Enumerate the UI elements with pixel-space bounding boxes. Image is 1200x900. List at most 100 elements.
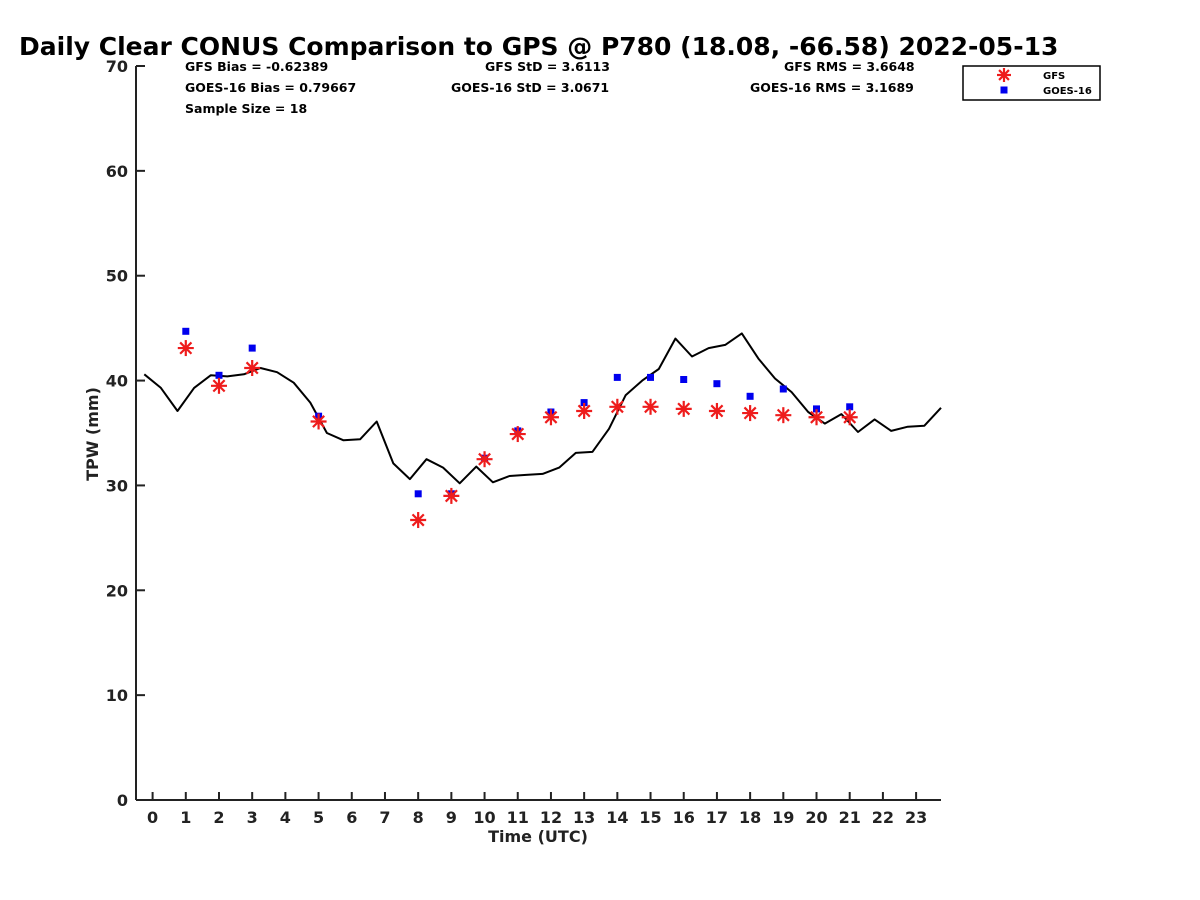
goes-bias-stat: GOES-16 Bias = 0.79667 (185, 80, 356, 95)
gfs-point-stroke (478, 452, 491, 466)
goes16-point (647, 373, 654, 381)
y-tick-label: 70 (106, 57, 128, 76)
gfs-point-stroke (843, 410, 857, 424)
y-axis-label: TPW (mm) (83, 387, 102, 481)
gfs-point (476, 451, 493, 468)
gfs-point (210, 377, 227, 394)
x-tick-label: 20 (805, 808, 827, 827)
gfs-point (542, 409, 559, 426)
sample-size-stat: Sample Size = 18 (185, 101, 307, 116)
legend-box (962, 65, 1101, 101)
x-tick-label: 10 (473, 808, 495, 827)
x-tick-label: 16 (673, 808, 695, 827)
gfs-point (310, 413, 327, 430)
gfs-point (642, 398, 659, 415)
goes16-point (414, 490, 422, 498)
goes16-point (846, 403, 854, 411)
gfs-point (443, 487, 460, 504)
goes16-point (182, 327, 190, 335)
gfs-point-stroke (677, 402, 691, 416)
x-tick-label: 9 (446, 808, 457, 827)
y-tick-label: 40 (106, 372, 128, 391)
x-tick-label: 19 (772, 808, 794, 827)
gfs-point-stroke (544, 410, 558, 424)
gfs-point (675, 400, 692, 417)
x-tick-label: 11 (507, 808, 529, 827)
gfs-point-stroke (644, 400, 657, 414)
x-tick-label: 3 (247, 808, 258, 827)
goes16-point (680, 376, 688, 383)
x-tick-label: 14 (606, 808, 628, 827)
x-tick-label: 13 (573, 808, 595, 827)
legend-gfs-asterisk-stroke (998, 69, 1010, 81)
legend: GFS GOES-16 (962, 65, 1101, 101)
goes16-point (215, 371, 223, 379)
legend-gfs-asterisk-marker (997, 68, 1011, 82)
gfs-point (775, 407, 792, 424)
gfs-point-stroke (511, 427, 525, 441)
goes16-point (248, 344, 256, 352)
gfs-point-stroke (810, 410, 823, 424)
goes-std-stat: GOES-16 StD = 3.0671 (451, 80, 609, 95)
gfs-point-stroke (245, 361, 259, 375)
chart-title: Daily Clear CONUS Comparison to GPS @ P7… (19, 32, 1058, 61)
gfs-bias-stat: GFS Bias = -0.62389 (185, 59, 328, 74)
x-tick-label: 8 (413, 808, 424, 827)
x-tick-label: 5 (313, 808, 324, 827)
y-tick-label: 20 (106, 581, 128, 600)
gfs-rms-stat: GFS RMS = 3.6648 (784, 59, 915, 74)
gfs-point (808, 409, 825, 426)
x-tick-label: 22 (872, 808, 894, 827)
x-tick-label: 15 (639, 808, 661, 827)
gfs-point-stroke (610, 400, 624, 414)
x-tick-label: 23 (905, 808, 927, 827)
x-axis-label: Time (UTC) (488, 827, 588, 846)
goes16-point (746, 392, 754, 400)
gfs-point-stroke (312, 415, 326, 428)
gps-line (143, 332, 942, 485)
x-tick-label: 12 (540, 808, 562, 827)
gfs-point-stroke (444, 489, 458, 503)
x-tick-label: 6 (346, 808, 357, 827)
gfs-point-stroke (743, 406, 757, 420)
goes-rms-stat: GOES-16 RMS = 3.1689 (750, 80, 914, 95)
legend-gfs-asterisk (997, 68, 1011, 82)
gfs-point-stroke (577, 404, 591, 418)
x-tick-label: 2 (213, 808, 224, 827)
legend-gfs-label: GFS (1043, 71, 1065, 82)
gfs-point (177, 340, 194, 357)
goes16-point (580, 399, 588, 407)
gfs-point-stroke (212, 379, 226, 393)
legend-goes-label: GOES-16 (1043, 86, 1092, 97)
y-tick-label: 0 (117, 791, 128, 810)
gfs-point (841, 409, 858, 426)
gfs-point (609, 398, 626, 415)
x-tick-label: 21 (839, 808, 861, 827)
gfs-std-stat: GFS StD = 3.6113 (485, 59, 610, 74)
y-tick-label: 60 (106, 162, 128, 181)
legend-goes-square-marker (1000, 86, 1008, 94)
gfs-point-stroke (776, 408, 790, 422)
x-tick-label: 0 (147, 808, 158, 827)
y-tick-label: 10 (106, 686, 128, 705)
y-tick-label: 30 (106, 476, 128, 495)
gfs-point (410, 512, 427, 529)
gfs-point (509, 426, 526, 443)
gfs-point (708, 402, 725, 419)
goes16-point (713, 380, 721, 388)
gfs-point (244, 359, 261, 376)
plot-area (143, 327, 942, 529)
gfs-point (742, 405, 759, 422)
gfs-point-stroke (179, 341, 193, 355)
y-tick-label: 50 (106, 267, 128, 286)
gfs-point (576, 402, 593, 419)
x-tick-label: 17 (706, 808, 728, 827)
x-tick-label: 1 (180, 808, 191, 827)
goes16-point (779, 385, 787, 393)
gfs-point-stroke (710, 404, 724, 418)
x-tick-label: 7 (379, 808, 390, 827)
gfs-point-stroke (411, 513, 425, 527)
x-tick-label: 4 (280, 808, 291, 827)
